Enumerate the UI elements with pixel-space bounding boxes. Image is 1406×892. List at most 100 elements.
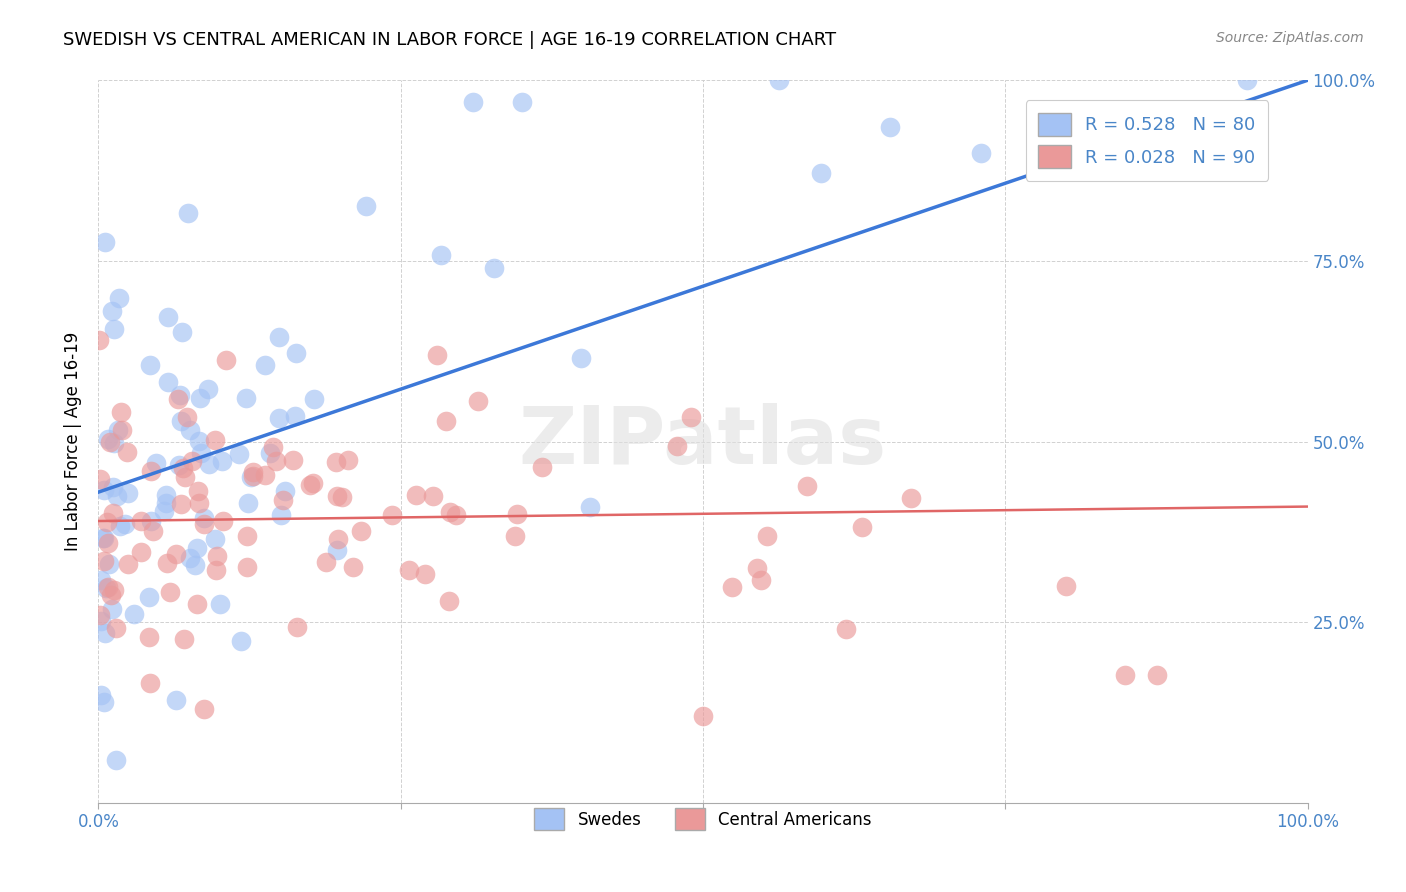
Text: ZIPatlas: ZIPatlas — [519, 402, 887, 481]
Point — [235, 391, 257, 405]
Point — [90, 614, 112, 628]
Point — [97, 557, 120, 571]
Point — [156, 556, 179, 570]
Point — [103, 322, 125, 336]
Point — [253, 467, 276, 482]
Point — [434, 414, 457, 428]
Point — [229, 634, 252, 648]
Point — [298, 478, 321, 492]
Point — [165, 547, 187, 561]
Point — [215, 353, 238, 368]
Point — [101, 303, 124, 318]
Point — [173, 470, 195, 484]
Point — [354, 199, 377, 213]
Point — [271, 493, 294, 508]
Point — [87, 333, 110, 347]
Point — [93, 531, 115, 545]
Point — [236, 528, 259, 542]
Point — [755, 529, 778, 543]
Point — [129, 545, 152, 559]
Point — [184, 558, 207, 572]
Point — [193, 702, 215, 716]
Point — [422, 489, 444, 503]
Point — [747, 561, 769, 575]
Point — [139, 676, 162, 690]
Point — [204, 532, 226, 546]
Text: SWEDISH VS CENTRAL AMERICAN IN LABOR FORCE | AGE 16-19 CORRELATION CHART: SWEDISH VS CENTRAL AMERICAN IN LABOR FOR… — [63, 31, 837, 49]
Point — [1054, 579, 1077, 593]
Point — [325, 455, 347, 469]
Point — [835, 622, 858, 636]
Point — [228, 447, 250, 461]
Point — [242, 469, 264, 483]
Point — [193, 516, 215, 531]
Point — [97, 432, 120, 446]
Point — [768, 73, 790, 87]
Point — [188, 434, 211, 449]
Point — [167, 458, 190, 472]
Point — [326, 543, 349, 558]
Point — [197, 382, 219, 396]
Point — [283, 452, 305, 467]
Point — [139, 358, 162, 372]
Point — [209, 597, 232, 611]
Point — [170, 414, 193, 428]
Point — [94, 625, 117, 640]
Point — [165, 693, 187, 707]
Point — [270, 508, 292, 522]
Point — [205, 549, 228, 564]
Point — [89, 608, 111, 623]
Point — [413, 566, 436, 581]
Point — [155, 496, 177, 510]
Point — [666, 439, 689, 453]
Point — [381, 508, 404, 523]
Point — [172, 325, 194, 339]
Point — [350, 524, 373, 538]
Point — [114, 516, 136, 531]
Point — [105, 489, 128, 503]
Point — [692, 709, 714, 723]
Point — [138, 590, 160, 604]
Point — [157, 310, 180, 325]
Point — [269, 410, 291, 425]
Point — [138, 630, 160, 644]
Point — [101, 480, 124, 494]
Point — [510, 95, 533, 109]
Point — [259, 445, 281, 459]
Point — [437, 593, 460, 607]
Point — [467, 393, 489, 408]
Point — [242, 465, 264, 479]
Point — [122, 607, 145, 621]
Point — [103, 583, 125, 598]
Point — [530, 460, 553, 475]
Point — [301, 475, 323, 490]
Point — [169, 388, 191, 402]
Point — [426, 348, 449, 362]
Point — [796, 479, 818, 493]
Point — [1146, 668, 1168, 682]
Point — [181, 454, 204, 468]
Point — [170, 497, 193, 511]
Point — [129, 514, 152, 528]
Point — [284, 409, 307, 423]
Point — [506, 507, 529, 521]
Point — [108, 518, 131, 533]
Point — [274, 483, 297, 498]
Point — [970, 145, 993, 160]
Point — [117, 486, 139, 500]
Point — [900, 491, 922, 505]
Legend: Swedes, Central Americans: Swedes, Central Americans — [523, 797, 883, 841]
Point — [1114, 668, 1136, 682]
Point — [155, 488, 177, 502]
Point — [851, 520, 873, 534]
Point — [253, 359, 276, 373]
Point — [110, 405, 132, 419]
Point — [285, 620, 308, 634]
Point — [326, 533, 349, 547]
Point — [117, 557, 139, 571]
Point — [100, 588, 122, 602]
Point — [157, 376, 180, 390]
Point — [262, 441, 284, 455]
Point — [240, 470, 263, 484]
Point — [94, 235, 117, 249]
